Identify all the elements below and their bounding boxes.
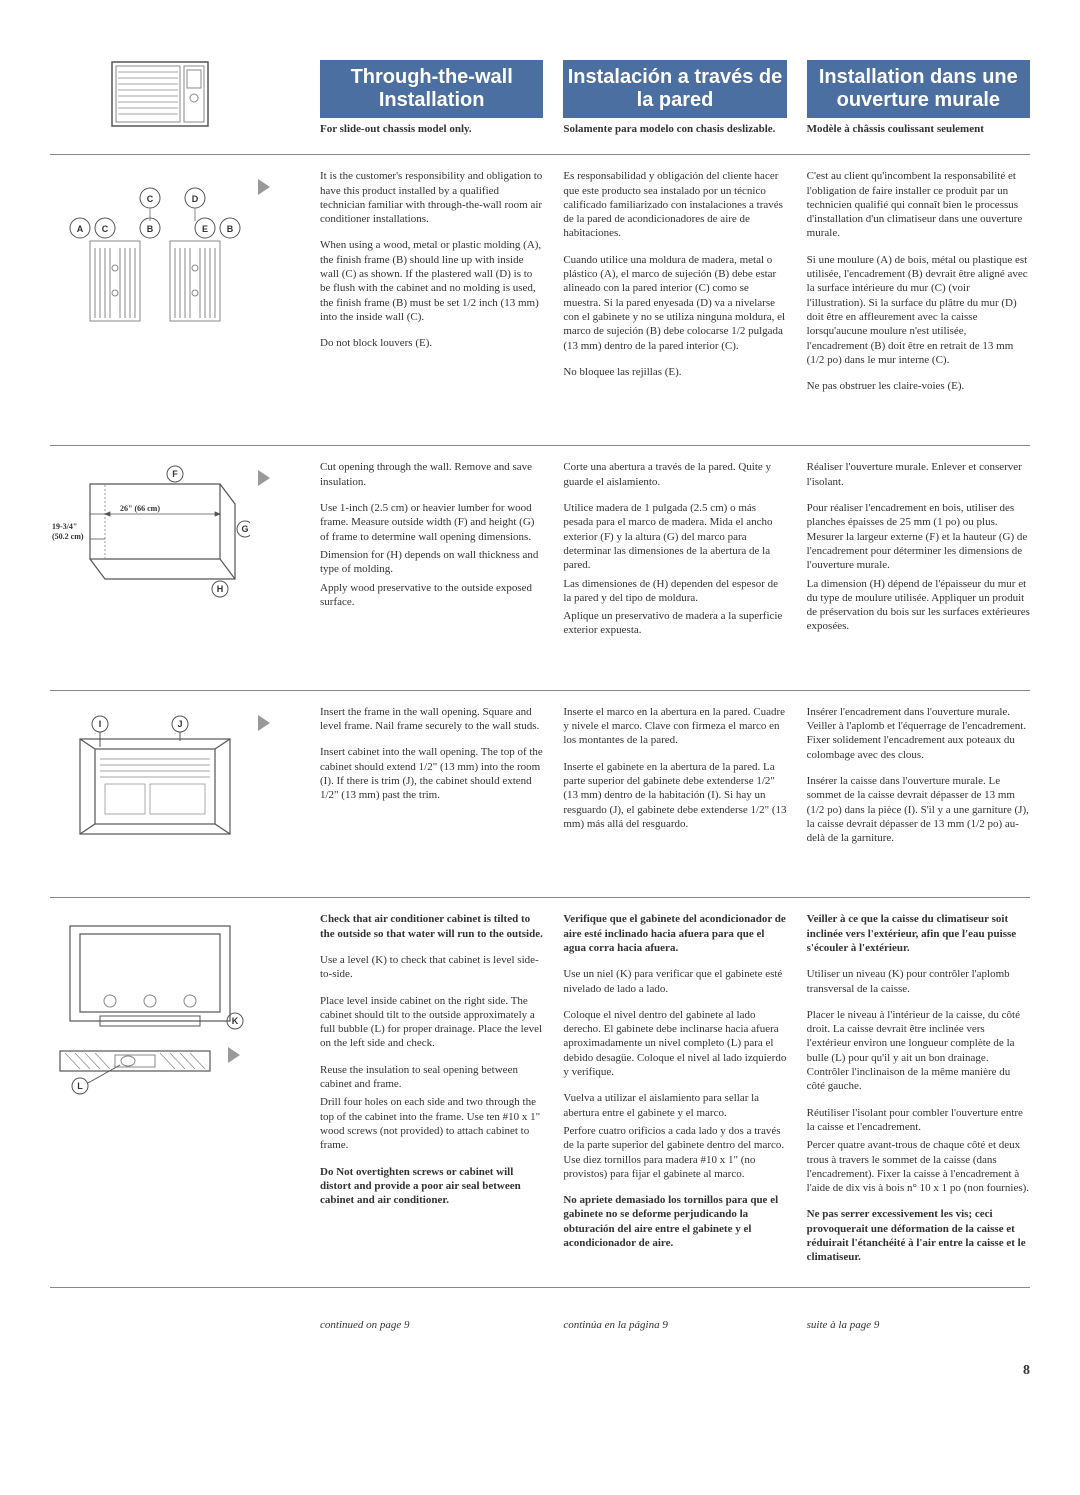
- svg-text:D: D: [192, 194, 199, 204]
- s2-en-p2: Use 1-inch (2.5 cm) or heavier lumber fo…: [320, 501, 543, 544]
- svg-text:B: B: [227, 224, 234, 234]
- svg-text:H: H: [217, 584, 224, 594]
- s2-en-p1: Cut opening through the wall. Remove and…: [320, 460, 543, 489]
- s1-en-p3: Do not block louvers (E).: [320, 336, 543, 350]
- dim-height-2: (50.2 cm): [52, 532, 84, 541]
- footer-es: continúa en la página 9: [563, 1318, 786, 1332]
- s2-es-p2: Utilice madera de 1 pulgada (2.5 cm) o m…: [563, 501, 786, 572]
- s4-es-p3: Coloque el nivel dentro del gabinete al …: [563, 1008, 786, 1079]
- diagram-insert: IJ: [50, 709, 250, 853]
- s3-es-p1: Inserte el marco en la abertura en la pa…: [563, 705, 786, 748]
- s1-en-p1: It is the customer's responsibility and …: [320, 169, 543, 226]
- title-es: Instalación a través de la pared: [563, 60, 786, 118]
- arrow-icon: [228, 1047, 240, 1063]
- s2-fr-p1: Réaliser l'ouverture murale. Enlever et …: [807, 460, 1030, 489]
- section-1: C D A C B E B: [50, 169, 1030, 405]
- subtitle-es: Solamente para modelo con chasis desliza…: [563, 122, 786, 136]
- svg-text:C: C: [147, 194, 154, 204]
- s3-en-p1: Insert the frame in the wall opening. Sq…: [320, 705, 543, 734]
- page-number: 8: [50, 1362, 1030, 1380]
- diagram-frame: F G H 26" (66 cm) 19-3/4" (50.2 cm): [50, 464, 250, 608]
- dim-width: 26" (66 cm): [120, 504, 160, 513]
- arrow-icon: [258, 470, 270, 486]
- subtitle-en: For slide-out chassis model only.: [320, 122, 543, 136]
- s1-fr-p1: C'est au client qu'incombent la responsa…: [807, 169, 1030, 240]
- svg-text:C: C: [102, 224, 109, 234]
- s4-en-p2: Use a level (K) to check that cabinet is…: [320, 953, 543, 982]
- arrow-icon: [258, 715, 270, 731]
- s4-fr-p5: Percer quatre avant-trous de chaque côté…: [807, 1138, 1030, 1195]
- svg-text:J: J: [177, 719, 182, 729]
- separator: [50, 154, 1030, 155]
- s2-es-p4: Aplique un preservativo de madera a la s…: [563, 609, 786, 638]
- s4-es-p4: Vuelva a utilizar el aislamiento para se…: [563, 1091, 786, 1120]
- section-3: IJ Insert the frame in the wall opening.…: [50, 705, 1030, 858]
- s4-en-p3: Place level inside cabinet on the right …: [320, 994, 543, 1051]
- footer-en: continued on page 9: [320, 1318, 543, 1332]
- separator: [50, 1287, 1030, 1288]
- section-4: K: [50, 912, 1030, 1276]
- s4-fr-p2: Utiliser un niveau (K) pour contrôler l'…: [807, 967, 1030, 996]
- s1-es-p3: No bloquee las rejillas (E).: [563, 365, 786, 379]
- separator: [50, 445, 1030, 446]
- s1-fr-p2: Si une moulure (A) de bois, métal ou pla…: [807, 253, 1030, 367]
- s2-fr-p2: Pour réaliser l'encadrement en bois, uti…: [807, 501, 1030, 572]
- svg-text:K: K: [232, 1016, 239, 1026]
- s4-fr-p4: Réutiliser l'isolant pour combler l'ouve…: [807, 1106, 1030, 1135]
- s3-fr-p1: Insérer l'encadrement dans l'ouverture m…: [807, 705, 1030, 762]
- s4-es-p1: Verifique que el gabinete del acondicion…: [563, 912, 786, 955]
- dim-height-1: 19-3/4": [52, 522, 77, 531]
- s1-es-p1: Es responsabilidad y obligación del clie…: [563, 169, 786, 240]
- s2-es-p3: Las dimensiones de (H) dependen del espe…: [563, 577, 786, 606]
- svg-text:E: E: [202, 224, 208, 234]
- s1-en-p2: When using a wood, metal or plastic mold…: [320, 238, 543, 324]
- title-en: Through-the-wall Installation: [320, 60, 543, 118]
- s3-fr-p2: Insérer la caisse dans l'ouverture mural…: [807, 774, 1030, 845]
- subtitle-fr: Modèle à châssis coulissant seulement: [807, 122, 1030, 136]
- s3-es-p2: Inserte el gabinete en la abertura de la…: [563, 760, 786, 831]
- svg-text:A: A: [77, 224, 84, 234]
- s4-fr-p3: Placer le niveau à l'intérieur de la cai…: [807, 1008, 1030, 1094]
- svg-text:G: G: [241, 524, 248, 534]
- s4-en-p1: Check that air conditioner cabinet is ti…: [320, 912, 543, 941]
- arrow-icon: [258, 179, 270, 195]
- ac-unit-icon: [110, 60, 210, 134]
- svg-text:B: B: [147, 224, 154, 234]
- footer: continued on page 9 continúa en la págin…: [50, 1318, 1030, 1332]
- svg-text:L: L: [77, 1081, 83, 1091]
- s4-es-p6: No apriete demasiado los tornillos para …: [563, 1193, 786, 1250]
- separator: [50, 897, 1030, 898]
- diagram-level-l: L: [50, 1041, 220, 1141]
- s2-fr-p3: La dimension (H) dépend de l'épaisseur d…: [807, 577, 1030, 634]
- svg-text:F: F: [172, 469, 178, 479]
- header-diagram-col: [50, 60, 320, 144]
- diagram-molding: C D A C B E B: [50, 173, 250, 337]
- s4-es-p2: Use un niel (K) para verificar que el ga…: [563, 967, 786, 996]
- s4-en-p4: Reuse the insulation to seal opening bet…: [320, 1063, 543, 1092]
- s4-es-p5: Perfore cuatro orificios a cada lado y d…: [563, 1124, 786, 1181]
- s1-fr-p3: Ne pas obstruer les claire-voies (E).: [807, 379, 1030, 393]
- s1-es-p2: Cuando utilice una moldura de madera, me…: [563, 253, 786, 353]
- s4-fr-p1: Veiller à ce que la caisse du climatiseu…: [807, 912, 1030, 955]
- diagram-level-k: K: [50, 916, 250, 1040]
- s4-en-p6: Do Not overtighten screws or cabinet wil…: [320, 1165, 543, 1208]
- svg-text:I: I: [99, 719, 102, 729]
- s4-en-p5: Drill four holes on each side and two th…: [320, 1095, 543, 1152]
- section-2: F G H 26" (66 cm) 19-3/4" (50.2 cm) Cut op…: [50, 460, 1030, 649]
- header-row: Through-the-wall Installation For slide-…: [50, 60, 1030, 144]
- separator: [50, 690, 1030, 691]
- s4-fr-p6: Ne pas serrer excessivement les vis; cec…: [807, 1207, 1030, 1264]
- s2-en-p3: Dimension for (H) depends on wall thickn…: [320, 548, 543, 577]
- footer-fr: suite à la page 9: [807, 1318, 1030, 1332]
- title-fr: Installation dans une ouverture murale: [807, 60, 1030, 118]
- s3-en-p2: Insert cabinet into the wall opening. Th…: [320, 745, 543, 802]
- s2-es-p1: Corte una abertura a través de la pared.…: [563, 460, 786, 489]
- s2-en-p4: Apply wood preservative to the outside e…: [320, 581, 543, 610]
